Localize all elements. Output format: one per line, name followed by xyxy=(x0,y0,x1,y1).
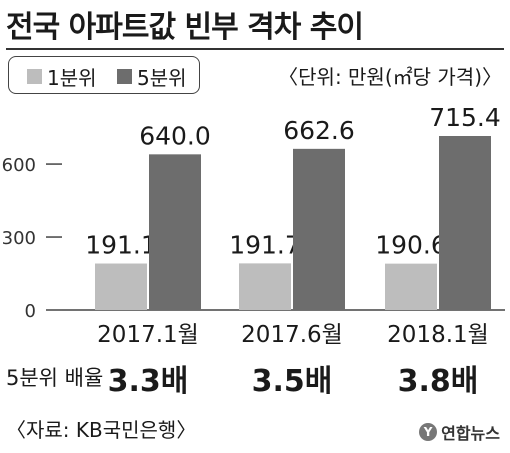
legend-label-q5: 5분위 xyxy=(137,66,187,90)
title-divider xyxy=(6,48,504,50)
source-note: 〈자료: KB국민은행〉 xyxy=(6,418,197,442)
logo-icon: Y xyxy=(419,423,438,441)
y-tick-label: 600 xyxy=(2,155,36,176)
yonhap-logo: Y 연합뉴스 xyxy=(419,420,500,444)
bar-chart: 0 300 600 191.1 640.0 2017.1월 191.7 662.6 2017.6… xyxy=(2,103,505,348)
legend-label-q1: 1분위 xyxy=(47,66,97,90)
data-label-q1-0: 191.1 xyxy=(85,231,157,260)
data-label-q1-2: 190.6 xyxy=(375,231,447,260)
chart-title: 전국 아파트값 빈부 격차 추이 xyxy=(6,10,364,45)
bar-q5-1 xyxy=(293,148,345,310)
data-label-q5-0: 640.0 xyxy=(139,121,211,150)
ratio-value-2018-01: 3.8배 xyxy=(397,364,479,399)
legend-swatch-q1 xyxy=(27,69,42,84)
x-tick-label: 2017.1월 xyxy=(97,322,199,348)
bar-q5-0 xyxy=(149,154,201,310)
data-label-q5-2: 715.4 xyxy=(429,103,501,132)
y-tick-label: 300 xyxy=(2,228,36,249)
legend: 1분위 5분위 xyxy=(8,56,200,94)
unit-note: 〈단위: 만원(㎡당 가격)〉 xyxy=(278,65,502,89)
bar-q5-2 xyxy=(439,136,491,310)
ratio-value-2017-01: 3.3배 xyxy=(107,364,189,399)
logo-text: 연합뉴스 xyxy=(441,424,500,443)
ratio-label: 5분위 배율 xyxy=(6,366,104,390)
bar-q1-0 xyxy=(95,263,147,310)
y-tick-label: 0 xyxy=(25,301,36,322)
ratio-value-2017-06: 3.5배 xyxy=(251,364,333,399)
x-tick-label: 2018.1월 xyxy=(387,322,489,348)
bar-q1-2 xyxy=(385,263,437,310)
bar-q1-1 xyxy=(239,263,291,310)
data-label-q1-1: 191.7 xyxy=(229,230,301,259)
data-label-q5-1: 662.6 xyxy=(283,116,355,145)
x-tick-label: 2017.6월 xyxy=(241,322,343,348)
legend-swatch-q5 xyxy=(117,69,132,84)
